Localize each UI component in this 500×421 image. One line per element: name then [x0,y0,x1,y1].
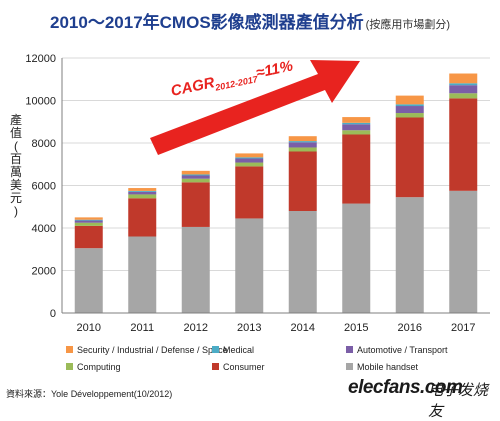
bar-segment [449,190,478,313]
bar-segment [395,104,424,107]
bar-segment [74,217,103,220]
watermark-cn: 电子发烧友 [428,382,489,420]
bar-segment [74,248,103,313]
bar-segment [342,203,371,313]
bar-segment [128,191,157,195]
x-tick-label: 2013 [237,322,261,334]
y-tick-label: 2000 [32,266,56,278]
legend: Security / Industrial / Defense / SpaceM… [66,345,448,372]
bar-segment [288,147,317,152]
y-tick-label: 4000 [32,223,56,235]
bar-segment [235,157,264,159]
bar-segment [128,194,157,199]
legend-swatch [346,363,353,370]
bar-segment [342,134,371,204]
bar-segment [449,93,478,99]
bar-segment [395,95,424,105]
x-tick-label: 2012 [184,322,208,334]
legend-swatch [66,363,73,370]
legend-label: Medical [223,345,254,355]
cagr-arrow [150,60,360,155]
x-tick-label: 2014 [291,322,315,334]
bar-segment [449,85,478,94]
bar-segment [128,236,157,313]
bar-segment [288,151,317,211]
bar-segment [181,170,210,175]
bar-segment [342,122,371,125]
legend-label: Computing [77,362,121,372]
bar-segment [449,98,478,191]
y-tick-label: 6000 [32,181,56,193]
bar-segment [128,188,157,191]
y-axis-label: 產值(百萬美元) [10,112,22,218]
legend-swatch [66,346,73,353]
bar-segment [342,130,371,135]
bar-segment [342,117,371,123]
annotation-layer: CAGR2012-2017≈11% [150,57,360,155]
legend-label: Automotive / Transport [357,345,448,355]
y-tick-label: 0 [50,308,56,320]
bar-segment [288,136,317,142]
bar-segment [395,197,424,313]
bar-segment [395,117,424,198]
watermark-logo: elecfans.com 电子发烧友 [348,377,498,420]
chart-title: 2010～2017年CMOS影像感測器產值分析 [50,13,364,32]
source-note: 資料來源：Yole Développement(10/2012) [6,389,173,399]
bar-segment [181,226,210,313]
bar-segment [288,142,317,148]
bar-segment [288,141,317,143]
legend-swatch [212,346,219,353]
chart-title-block: 2010～2017年CMOS影像感測器產值分析 (按應用市場劃分) [0,8,500,33]
legend-label: Mobile handset [357,362,419,372]
bar-segment [395,113,424,118]
bar-segment [181,178,210,183]
bar-segment [235,218,264,313]
bar-segment [74,222,103,226]
legend-swatch [346,346,353,353]
bar-segment [181,175,210,179]
x-tick-label: 2010 [77,322,101,334]
axis-layer: 0 2000 4000 6000 8000 10000 12000 產值(百萬美元) 2010 2… [10,53,490,334]
legend-label: Consumer [223,362,265,372]
bar-segment [181,174,210,176]
bar-segment [128,190,157,192]
bar-segment [342,124,371,131]
chart: 2010～2017年CMOS影像感測器產值分析 (按應用市場劃分) 0 2000 40… [0,8,500,420]
bar-segment [449,83,478,86]
bar-segment [449,73,478,84]
bar-segment [235,158,264,163]
x-tick-label: 2016 [398,322,422,334]
bar-segment [74,219,103,221]
bar-segment [235,153,264,158]
bar-segment [74,220,103,223]
bar-segment [181,182,210,227]
chart-subtitle: (按應用市場劃分) [365,19,450,31]
bar-segment [235,166,264,219]
x-tick-label: 2011 [130,322,154,334]
bar-segment [395,106,424,114]
y-tick-label: 8000 [32,138,56,150]
x-tick-label: 2015 [344,322,368,334]
legend-label: Security / Industrial / Defense / Space [77,345,228,355]
bar-segment [74,225,103,249]
y-tick-label: 10000 [25,96,56,108]
chart-svg: 0 2000 4000 6000 8000 10000 12000 產值(百萬美元) 2010 2… [10,53,490,372]
bar-segment [288,211,317,313]
bar-segment [235,162,264,167]
legend-swatch [212,363,219,370]
bar-segment [128,198,157,237]
y-tick-label: 12000 [25,53,56,65]
bars-layer [74,73,478,313]
x-tick-label: 2017 [451,322,475,334]
watermark-brand: elecfans.com [348,377,463,398]
